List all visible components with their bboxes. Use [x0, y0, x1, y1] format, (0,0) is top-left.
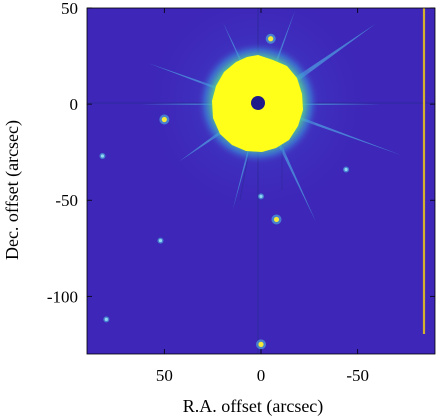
point-source	[258, 341, 264, 347]
point-source	[268, 36, 274, 42]
point-source	[273, 216, 280, 223]
point-source	[161, 116, 167, 123]
x-tick-label: 50	[156, 366, 173, 385]
sky-image	[87, 8, 435, 354]
x-axis-title: R.A. offset (arcsec)	[183, 396, 324, 417]
y-tick-label: -50	[55, 191, 78, 210]
x-tick-label: -50	[346, 366, 369, 385]
point-sources	[99, 33, 350, 350]
y-tick-label: 50	[61, 0, 78, 18]
y-tick-label: 0	[70, 95, 79, 114]
x-axis-ticks: 50 0 -50	[156, 8, 369, 385]
y-tick-label: -100	[47, 287, 78, 306]
point-source	[344, 167, 348, 172]
y-axis-title: Dec. offset (arcsec)	[2, 120, 23, 260]
point-source	[259, 194, 263, 198]
point-source	[104, 317, 108, 321]
y-axis-ticks: 50 0 -50 -100	[47, 0, 435, 306]
star-core-mask	[251, 96, 265, 110]
x-tick-label: 0	[257, 366, 266, 385]
point-source	[100, 154, 105, 158]
point-source	[158, 238, 163, 243]
